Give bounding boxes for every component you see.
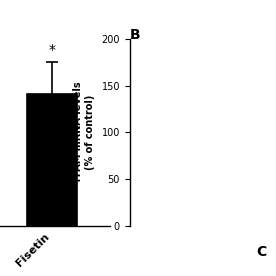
Bar	[27, 94, 76, 226]
Text: C: C	[257, 245, 267, 259]
Text: *: *	[48, 43, 55, 57]
Text: B: B	[130, 28, 140, 42]
Y-axis label: TFAM mRNA levels
(% of control): TFAM mRNA levels (% of control)	[73, 82, 95, 183]
